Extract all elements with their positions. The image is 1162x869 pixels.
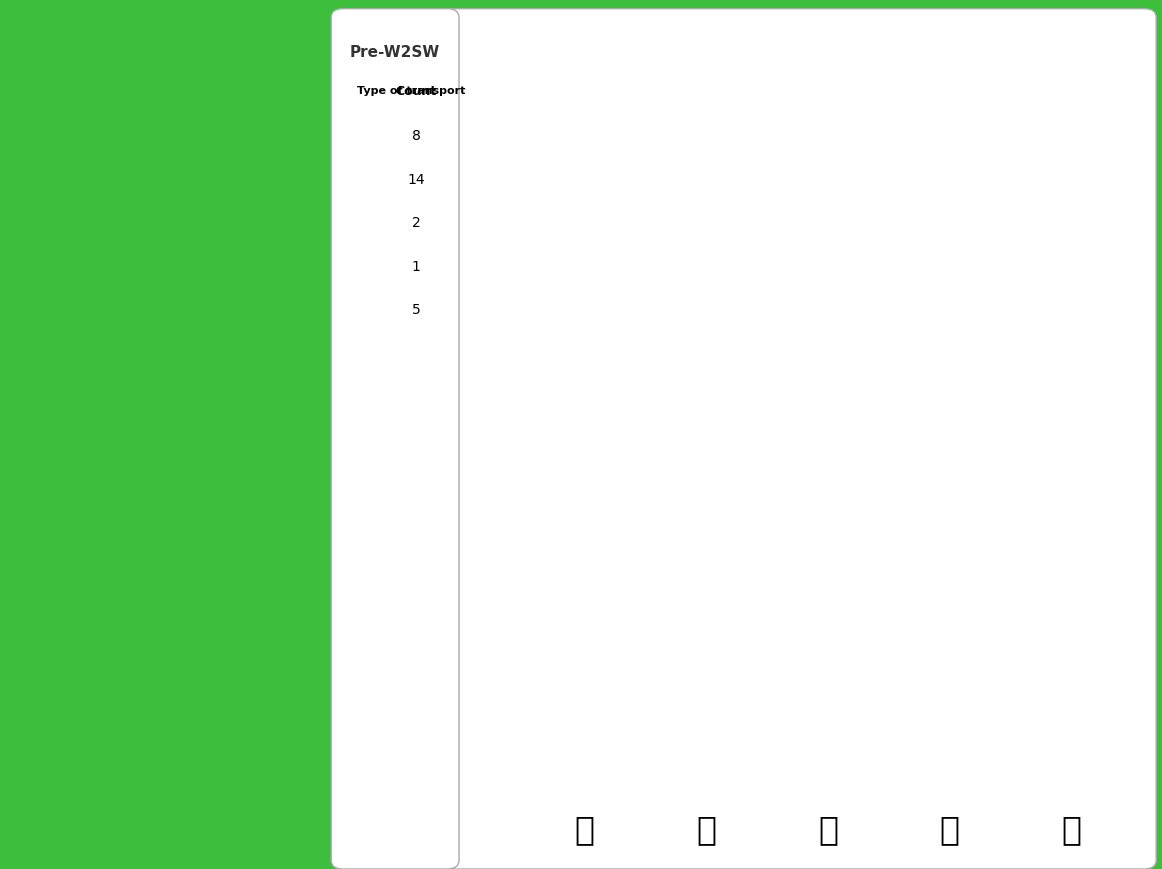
Text: 🛴: 🛴 [1062, 813, 1082, 846]
Text: 🚌: 🚌 [818, 813, 838, 846]
Text: 🚗: 🚗 [696, 813, 716, 846]
Bar [782, 677, 829, 756]
Text: 5: 5 [411, 303, 421, 317]
Y-axis label: Count: Count [457, 412, 475, 466]
Bar [1025, 558, 1071, 756]
Bar [949, 677, 996, 756]
X-axis label: Type of transport: Type of transport [751, 837, 905, 855]
Bar [903, 716, 949, 756]
Text: 🚲: 🚲 [940, 813, 960, 846]
Text: 8: 8 [411, 129, 421, 143]
Text: Pre-W2SW: Pre-W2SW [350, 44, 440, 60]
Bar [660, 201, 706, 756]
Text: Type of transport: Type of transport [357, 86, 465, 96]
Bar [706, 399, 753, 756]
Text: Count: Count [395, 85, 437, 97]
Bar [829, 677, 874, 756]
Text: 1: 1 [411, 260, 421, 274]
Text: 14: 14 [407, 173, 425, 187]
Title: How I get to school: How I get to school [677, 80, 978, 109]
Bar [538, 439, 584, 756]
Text: 🚶: 🚶 [574, 813, 594, 846]
Bar [584, 320, 631, 756]
Legend: Pre-W2SW, During W2SW: Pre-W2SW, During W2SW [669, 48, 987, 79]
Bar [1071, 518, 1118, 756]
Text: 2: 2 [411, 216, 421, 230]
